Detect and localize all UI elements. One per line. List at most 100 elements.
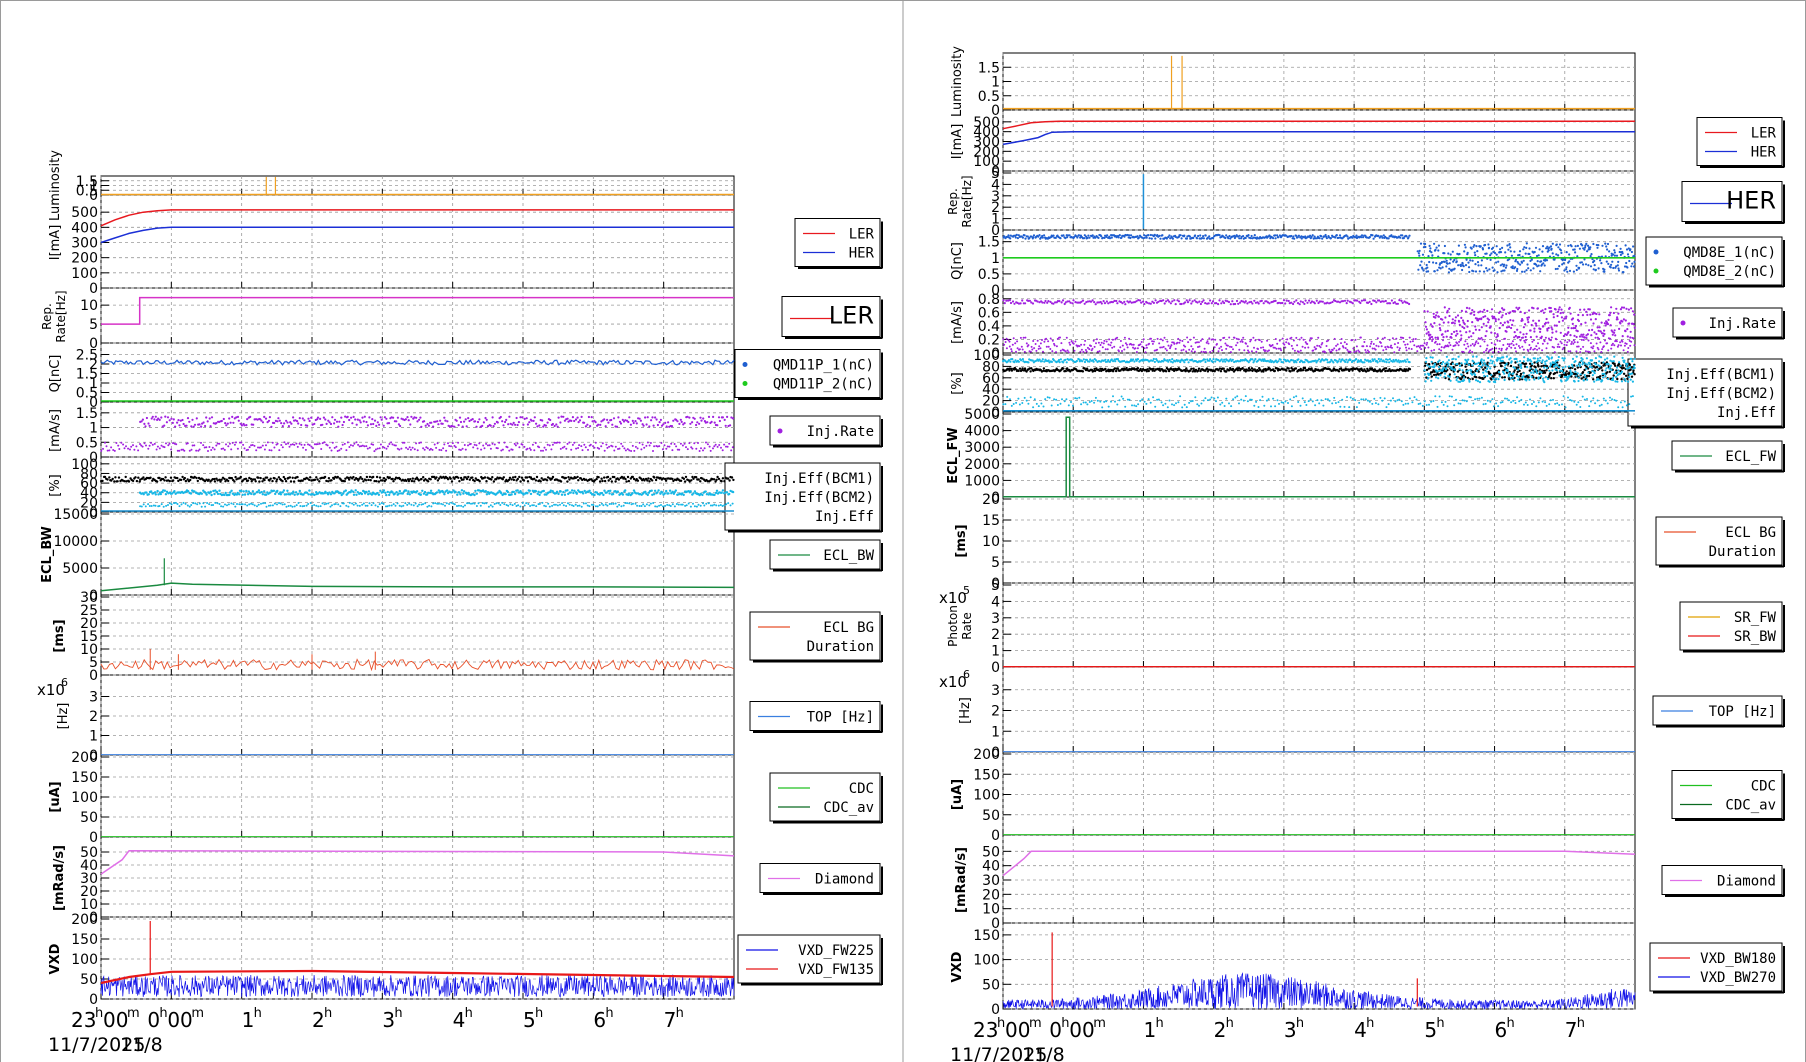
right-inj-rate-point — [1128, 337, 1131, 340]
left-inj-eff-bcm2-point — [699, 504, 702, 507]
left-inj-rate-point — [145, 444, 147, 447]
right-y-tick-label: 300 — [973, 135, 1000, 151]
right-inj-rate-point — [1217, 303, 1220, 306]
right-qmd8e-1-point — [1446, 262, 1449, 265]
right-inj-rate-point — [1296, 302, 1300, 305]
left-inj-eff-bcm2-point — [182, 501, 185, 504]
left-inj-rate-point — [261, 421, 265, 424]
right-inj-rate-point — [1002, 299, 1005, 302]
right-qmd8e-1-point — [1335, 234, 1338, 237]
right-inj-rate-point — [1281, 337, 1284, 340]
right-qmd8e-1-point — [1542, 262, 1545, 265]
right-inj-rate-point — [1375, 301, 1378, 304]
left-y-tick-label: 40 — [80, 486, 98, 502]
right-inj-rate-point — [1110, 341, 1113, 344]
right-inj-rate-point — [1370, 302, 1373, 306]
right-qmd8e-1-point — [1101, 236, 1104, 239]
right-qmd8e-1-point — [1594, 268, 1597, 271]
right-qmd8e-1-point — [1633, 254, 1636, 257]
left-inj-eff-bcm1-point — [106, 478, 109, 481]
left-inj-eff-bcm2-point — [462, 490, 466, 493]
right-inj-rate-point — [1093, 301, 1096, 304]
left-axis-multiplier: x10 — [37, 681, 65, 699]
right-y-axis-label: Rate[Hz] — [960, 175, 974, 227]
left-inj-rate-point — [621, 445, 624, 448]
left-inj-eff-bcm2-point — [608, 492, 611, 495]
left-ecl-bg-trace — [100, 658, 735, 672]
left-inj-eff-bcm2-point — [289, 504, 292, 507]
left-inj-rate-point — [729, 424, 732, 427]
left-inj-eff-bcm2-point — [170, 503, 173, 506]
left-inj-rate-point — [485, 442, 488, 445]
left-inj-rate-point — [493, 422, 496, 425]
left-inj-rate-point — [491, 416, 494, 419]
right-y-tick-label: 0 — [991, 916, 1000, 932]
left-inj-rate-point — [410, 415, 413, 418]
right-inj-rate-point — [1535, 345, 1538, 348]
left-inj-eff-bcm2-point — [319, 505, 322, 508]
left-inj-eff-bcm2-point — [454, 490, 457, 493]
right-inj-rate-point — [1005, 337, 1008, 340]
right-qmd8e-1-point — [1559, 249, 1563, 252]
left-inj-rate-point — [191, 418, 194, 421]
left-inj-eff-bcm2-point — [567, 502, 569, 505]
right-inj-rate-point — [1527, 350, 1530, 352]
left-legend-box — [769, 415, 881, 446]
right-inj-rate-point — [1205, 341, 1208, 344]
right-y-tick-label: 2 — [991, 704, 1000, 720]
left-y-tick-label: 0 — [89, 992, 98, 1008]
left-inj-eff-bcm1-point — [459, 476, 463, 480]
right-qmd8e-1-point — [1578, 266, 1581, 269]
left-inj-rate-point — [432, 425, 435, 428]
left-inj-rate-point — [409, 448, 412, 451]
left-inj-rate-point — [589, 425, 592, 428]
left-inj-rate-point — [397, 423, 400, 426]
left-inj-eff-bcm2-point — [204, 505, 207, 508]
left-inj-rate-point — [378, 447, 381, 450]
right-inj-rate-point — [1471, 343, 1474, 345]
left-inj-rate-point — [642, 424, 645, 427]
right-inj-rate-point — [1146, 301, 1149, 304]
right-inj-rate-point — [1235, 337, 1238, 340]
left-inj-rate-point — [416, 420, 419, 423]
right-inj-rate-point — [1029, 350, 1032, 353]
left-inj-rate-point — [175, 443, 178, 446]
left-inj-eff-bcm1-point — [643, 479, 646, 482]
right-inj-rate-point — [1049, 348, 1052, 350]
right-y-tick-label: 0 — [991, 1002, 1000, 1018]
right-inj-rate-point — [1091, 347, 1094, 350]
left-time-hour: 5 — [523, 1008, 536, 1032]
left-inj-rate-point — [404, 418, 407, 421]
left-inj-eff-bcm2-point — [560, 493, 564, 496]
left-inj-rate-point — [144, 425, 147, 428]
left-inj-eff-bcm2-point — [667, 492, 670, 495]
left-inj-rate-point — [346, 441, 349, 444]
right-qmd8e-1-point — [1017, 234, 1020, 237]
left-inj-eff-bcm1-point — [520, 476, 524, 479]
left-inj-rate-point — [186, 442, 189, 445]
right-inj-rate-point — [1100, 302, 1103, 305]
left-inj-rate-point — [123, 447, 126, 450]
right-inj-rate-point — [1510, 346, 1513, 349]
left-inj-rate-point — [249, 415, 252, 418]
right-y-tick-label: 200 — [973, 747, 1000, 763]
right-qmd8e-1-point — [1488, 268, 1491, 271]
right-inj-rate-point — [1212, 338, 1214, 341]
left-data-layer — [100, 176, 735, 998]
left-inj-rate-point — [578, 419, 582, 422]
left-inj-eff-bcm2-point — [650, 489, 653, 492]
left-inj-rate-point — [125, 445, 127, 448]
left-inj-eff-bcm1-point — [138, 480, 141, 483]
left-y-tick-label: 100 — [71, 790, 98, 806]
left-inj-eff-bcm2-point — [250, 502, 253, 505]
left-inj-rate-point — [182, 448, 184, 451]
left-inj-eff-bcm2-point — [344, 489, 347, 492]
right-qmd8e-1-point — [1593, 264, 1596, 267]
left-inj-eff-bcm1-point — [196, 479, 199, 483]
right-qmd8e-1-point — [1632, 265, 1636, 268]
right-legend-entry: VXD_BW180 — [1700, 951, 1776, 967]
left-inj-rate-point — [584, 425, 588, 428]
right-qmd8e-1-point — [1064, 237, 1067, 240]
left-inj-rate-point — [135, 445, 138, 448]
